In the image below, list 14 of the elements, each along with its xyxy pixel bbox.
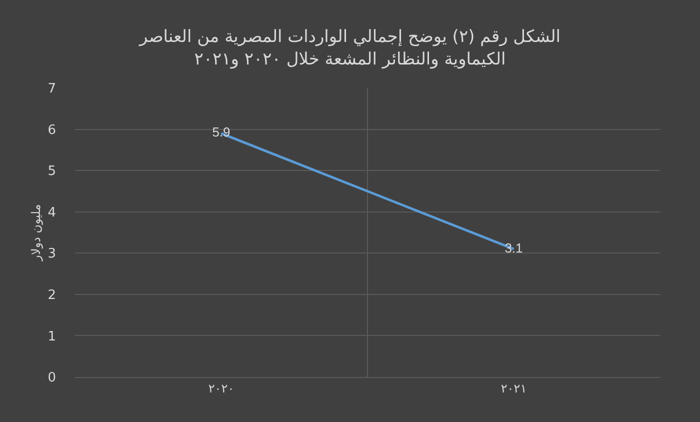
y-tick-label: 4 <box>48 205 56 220</box>
data-label: 3.1 <box>504 240 523 256</box>
y-tick-label: 6 <box>48 122 56 138</box>
y-axis-title: مليون دولار <box>29 204 44 262</box>
data-label: 5.9 <box>212 124 230 140</box>
y-tick-label: 0 <box>48 370 56 386</box>
x-tick-label: ٢٠٢٠ <box>208 381 234 396</box>
y-tick-label: 1 <box>48 329 56 344</box>
y-tick-label: 7 <box>48 82 56 97</box>
y-tick-label: 3 <box>48 246 56 262</box>
y-tick-label: 2 <box>48 288 56 303</box>
x-tick-label: ٢٠٢١ <box>500 381 527 396</box>
y-tick-label: 5 <box>48 164 56 180</box>
chart-title: الشكل رقم (٢) يوضح إجمالي الواردات المصرية من العناصر الكيماوية والنظائر المشعة خلال ٢٠٢٠ و٢٠٢١ <box>138 27 561 70</box>
